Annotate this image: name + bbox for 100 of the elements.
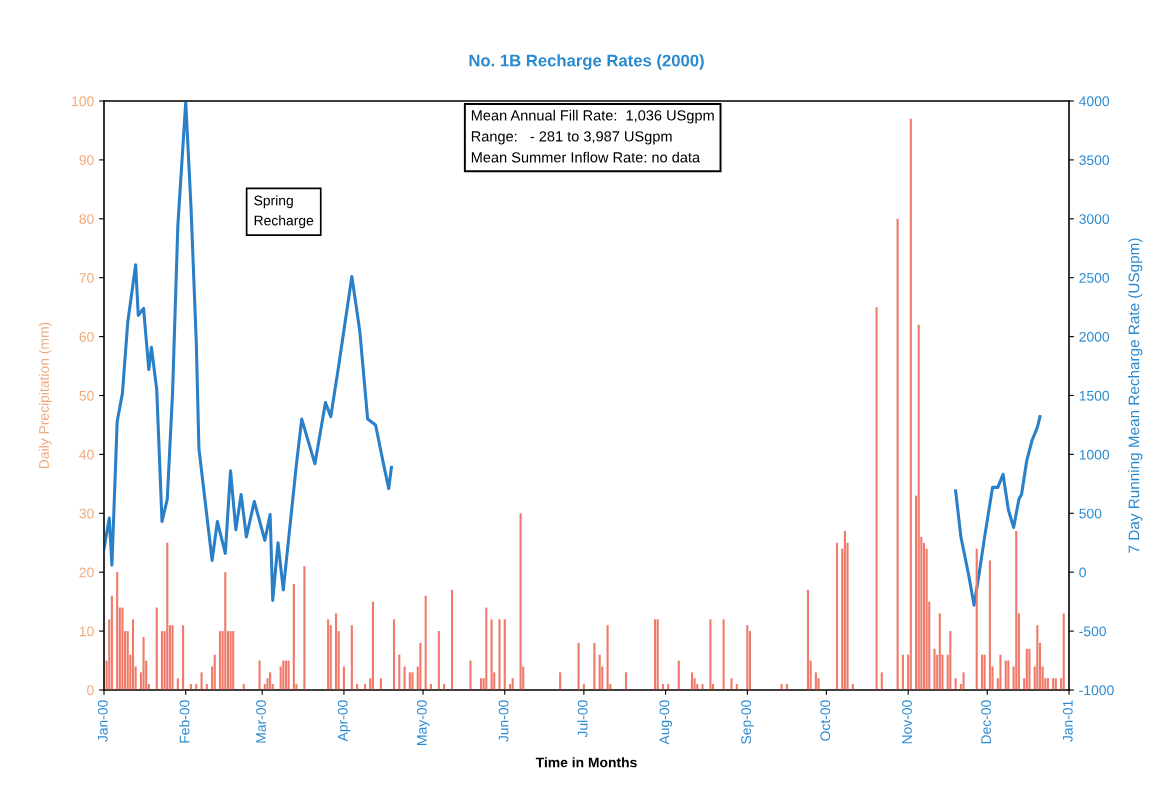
bar: [437, 631, 440, 690]
x-tick-label: Sep-00: [741, 700, 754, 744]
bar: [519, 513, 522, 690]
bar: [901, 654, 904, 690]
bar: [503, 619, 506, 690]
x-tick-label: Apr-00: [337, 700, 351, 742]
bar: [730, 678, 733, 690]
x-tick-label: Dec-00: [981, 700, 991, 744]
x-tick-label: Jan-00: [97, 700, 108, 742]
bar: [424, 595, 427, 690]
y-tick-label: 90: [79, 155, 94, 166]
bar: [624, 672, 628, 690]
bar: [490, 619, 493, 690]
x-tick-label: Oct-00: [820, 700, 831, 741]
x-tick-label: Mar-00: [256, 700, 266, 743]
bar: [131, 619, 135, 690]
bar: [142, 636, 145, 690]
y-tick-label: 70: [79, 273, 94, 283]
bar: [232, 631, 235, 690]
bar: [1015, 530, 1018, 690]
bar: [880, 672, 883, 690]
y-tick-label: 40: [79, 449, 94, 460]
bar: [171, 625, 174, 690]
bar: [980, 654, 984, 690]
y2-tick-label: -1000: [1079, 685, 1114, 696]
y2-tick-label: 2000: [1079, 331, 1110, 342]
bar: [917, 324, 920, 690]
x-tick-label: Jul-00: [577, 700, 588, 738]
chart-title: No. 1B Recharge Rates (2000): [469, 54, 704, 70]
bar: [577, 642, 580, 690]
bar: [1007, 660, 1010, 690]
bar: [498, 619, 501, 690]
bar: [988, 560, 991, 690]
y-tick-label: 80: [79, 214, 94, 224]
bar: [598, 654, 601, 690]
y-axis-title: Daily Precipitation (mm): [38, 322, 52, 469]
bar: [962, 672, 965, 690]
y-tick-label: 50: [79, 390, 94, 401]
y2-tick-label: 1500: [1079, 390, 1110, 401]
x-axis-title: Time in Months: [535, 757, 637, 768]
bar: [403, 666, 406, 690]
x-tick-label: Feb-00: [179, 700, 190, 743]
y-tick-label: 10: [79, 626, 94, 637]
bar: [450, 589, 454, 690]
bar: [975, 548, 978, 690]
x-tick-label: Aug-00: [659, 700, 673, 745]
bar: [218, 631, 222, 690]
y-tick-label: 100: [72, 96, 94, 107]
annotation: Mean Annual Fill Rate: 1,036 USgpm Range: - 281 to 3,987 USgpm Mean Summer Inflow Rate: no data: [471, 109, 714, 163]
bar: [269, 672, 272, 690]
bar: [350, 625, 353, 690]
bar: [408, 672, 411, 690]
bar: [213, 654, 216, 690]
y2-tick-label: 1000: [1079, 449, 1110, 460]
x-tick-label: Jun-00: [498, 700, 509, 742]
y2-tick-label: 4000: [1079, 96, 1110, 107]
bar: [938, 613, 941, 690]
y-tick-label: 60: [79, 331, 94, 342]
y2-tick-label: 0: [1079, 567, 1086, 578]
bar: [843, 530, 846, 690]
bar: [933, 648, 936, 690]
bar: [200, 672, 203, 690]
x-tick-label: May-00: [416, 700, 430, 745]
bar: [182, 625, 185, 690]
bar: [999, 654, 1002, 690]
bar: [419, 642, 422, 690]
y2-axis-title: 7 Day Running Mean Recharge Rate (USgpm): [1128, 238, 1143, 553]
bar: [814, 672, 817, 690]
bar: [116, 572, 119, 690]
bar: [155, 607, 158, 690]
bar: [287, 660, 290, 690]
bar: [411, 672, 414, 690]
y2-tick-label: -500: [1079, 626, 1106, 637]
bar: [690, 672, 694, 690]
bar: [485, 607, 488, 690]
bar: [121, 607, 124, 690]
bar: [334, 613, 338, 690]
bar: [1028, 648, 1031, 690]
bar: [949, 631, 952, 690]
bar: [166, 542, 169, 690]
bar: [835, 542, 839, 690]
bar: [722, 619, 725, 690]
bar: [677, 660, 680, 690]
bar: [224, 572, 227, 690]
bar: [160, 631, 164, 690]
bar: [258, 660, 261, 690]
bar: [875, 307, 878, 690]
bar: [342, 666, 345, 690]
bar: [606, 625, 609, 690]
bar: [398, 654, 401, 690]
y2-tick-label: 500: [1079, 508, 1102, 519]
bar: [701, 684, 704, 690]
bar: [229, 631, 232, 690]
bar: [746, 625, 749, 690]
bar: [909, 118, 912, 690]
bar: [327, 619, 330, 690]
y2-tick-label: 2500: [1079, 273, 1110, 283]
y2-tick-label: 3500: [1079, 155, 1110, 166]
y-tick-label: 30: [79, 508, 94, 519]
bar: [983, 654, 986, 690]
